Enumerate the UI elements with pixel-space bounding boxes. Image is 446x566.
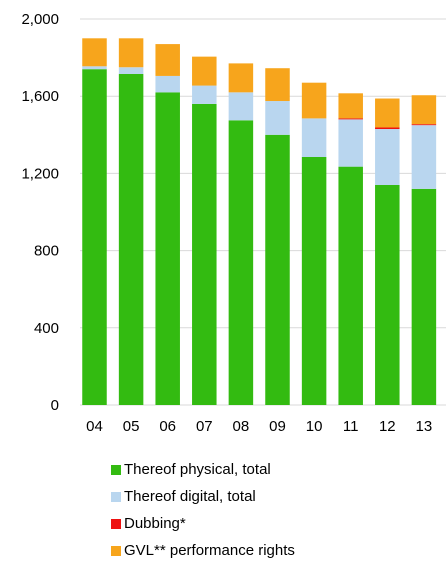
bar-segment <box>338 119 363 167</box>
legend-label: Thereof digital, total <box>124 488 256 505</box>
x-tick-label: 05 <box>123 418 140 435</box>
bar-segment <box>338 166 363 405</box>
bar-segment <box>155 92 180 405</box>
legend-item: GVL** performance rights <box>111 537 295 564</box>
legend-label: Thereof physical, total <box>124 461 271 478</box>
bar-segment <box>82 38 107 67</box>
bar-segment <box>192 56 217 86</box>
bar-segment <box>82 69 107 406</box>
legend-item: Thereof digital, total <box>111 483 295 510</box>
y-tick-label: 1,200 <box>21 165 59 182</box>
x-tick-label: 07 <box>196 418 213 435</box>
x-tick-label: 13 <box>416 418 433 435</box>
bar-segment <box>192 103 217 406</box>
x-tick-label: 11 <box>343 418 359 435</box>
stacked-bar-chart: 0 400 800 1,200 1,600 2,000 04 05 06 07 08 09 10 11 1… <box>21 11 446 435</box>
y-tick-label: 2,000 <box>21 11 59 28</box>
bar-segment <box>118 67 144 75</box>
bar-segment <box>301 82 327 119</box>
bar-segment <box>338 93 363 119</box>
x-tick-label: 08 <box>233 418 250 435</box>
bar-segment <box>411 125 437 189</box>
bar-segment <box>375 129 400 185</box>
y-axis-tick-labels: 0 400 800 1,200 1,600 2,000 <box>21 11 59 414</box>
y-tick-label: 0 <box>51 397 59 414</box>
x-tick-label: 04 <box>86 418 103 435</box>
bar-segment <box>228 63 254 93</box>
legend-label: Dubbing* <box>124 515 186 532</box>
bar-segment <box>155 44 180 76</box>
bars <box>82 38 437 406</box>
x-tick-label: 09 <box>269 418 286 435</box>
bar-segment <box>411 95 437 125</box>
bar-segment <box>411 124 437 126</box>
bar-segment <box>411 188 437 405</box>
bar-segment <box>301 156 327 405</box>
x-tick-label: 10 <box>306 418 323 435</box>
legend-swatch <box>111 491 121 502</box>
legend: Thereof physical, total Thereof digital, … <box>111 456 295 564</box>
bar-segment <box>228 120 254 405</box>
bar-segment <box>375 184 400 405</box>
bar-segment <box>155 75 180 93</box>
x-axis-tick-labels: 04 05 06 07 08 09 10 11 12 13 <box>86 418 432 435</box>
y-tick-label: 800 <box>34 243 59 260</box>
legend-label: GVL** performance rights <box>124 542 295 559</box>
bar-segment <box>228 92 254 121</box>
legend-swatch <box>111 545 121 556</box>
bar-segment <box>118 74 144 405</box>
bar-segment <box>338 118 363 120</box>
bar-segment <box>265 101 290 135</box>
y-tick-label: 1,600 <box>21 88 59 105</box>
bar-segment <box>265 68 290 102</box>
x-tick-label: 06 <box>159 418 176 435</box>
y-tick-label: 400 <box>34 320 59 337</box>
bar-segment <box>375 98 400 128</box>
legend-item: Dubbing* <box>111 510 295 537</box>
legend-swatch <box>111 518 121 529</box>
bar-segment <box>375 127 400 130</box>
legend-item: Thereof physical, total <box>111 456 295 483</box>
bar-segment <box>82 66 107 70</box>
bar-segment <box>192 85 217 104</box>
legend-swatch <box>111 464 121 475</box>
bar-segment <box>301 118 327 157</box>
x-tick-label: 12 <box>379 418 396 435</box>
bar-segment <box>118 38 144 68</box>
bar-segment <box>265 134 290 406</box>
